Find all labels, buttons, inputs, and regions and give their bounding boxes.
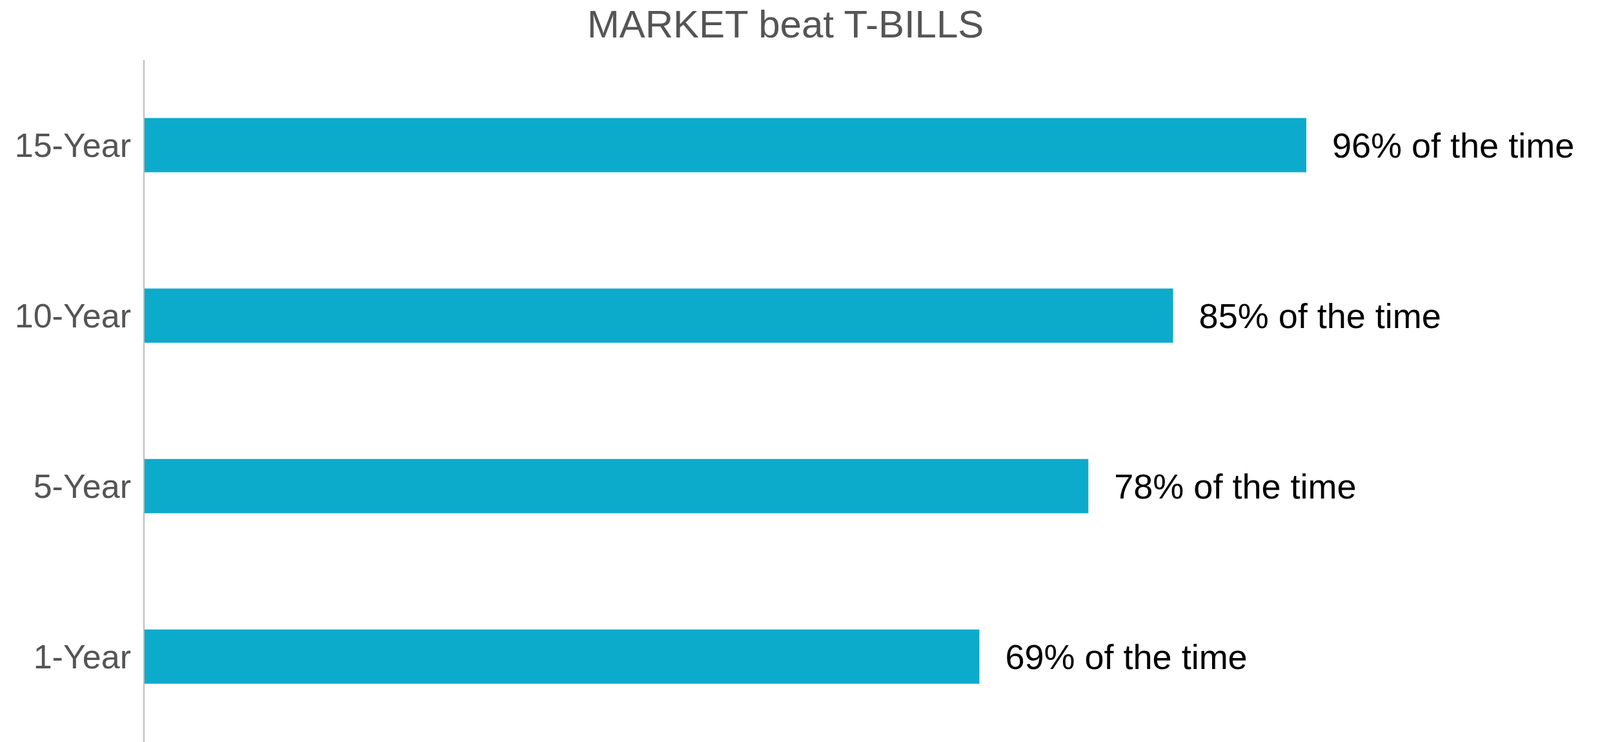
svg-text:10-Year: 10-Year xyxy=(14,296,132,335)
svg-text:1-Year: 1-Year xyxy=(33,637,132,676)
svg-text:85% of the time: 85% of the time xyxy=(1199,296,1442,335)
svg-text:5-Year: 5-Year xyxy=(33,467,132,505)
html-text:MARKET beat T-BILLS: MARKET beat T-BILLS xyxy=(587,2,984,46)
svg-text:96% of the time: 96% of the time xyxy=(1332,125,1575,165)
svg-text:15-Year: 15-Year xyxy=(14,126,132,164)
svg-text:78% of the time: 78% of the time xyxy=(1113,466,1357,506)
svg-text:69% of the time: 69% of the time xyxy=(1004,637,1247,676)
